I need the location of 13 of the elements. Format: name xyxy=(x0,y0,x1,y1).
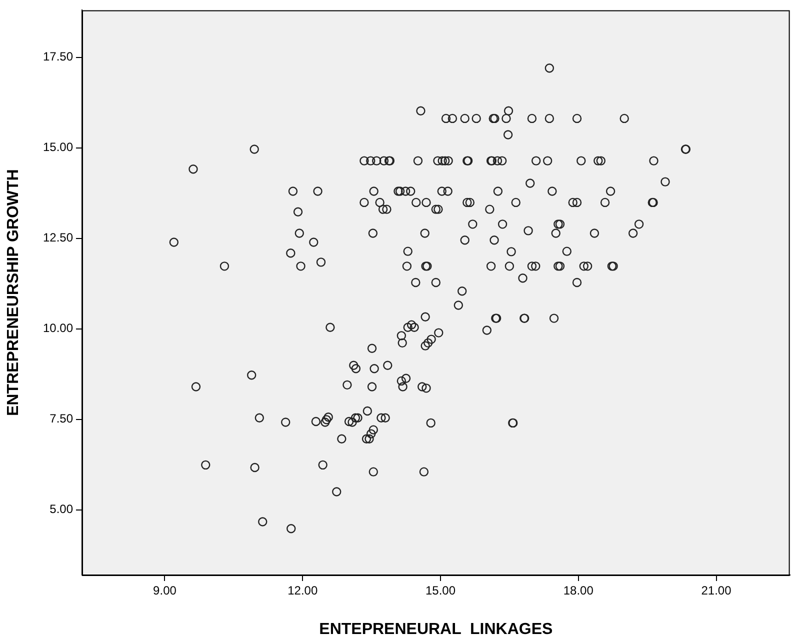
x-tick-label: 9.00 xyxy=(153,584,177,598)
y-tick-label: 5.00 xyxy=(50,502,74,516)
y-tick-label: 15.00 xyxy=(42,140,74,154)
y-tick-label: 17.50 xyxy=(42,50,74,64)
y-tick-label: 12.50 xyxy=(42,230,74,245)
y-axis-title: ENTREPRENEURSHIP GROWTH xyxy=(5,169,22,416)
x-tick-label: 21.00 xyxy=(701,584,732,598)
x-axis-title: ENTEPRENEURAL LINKAGES xyxy=(319,620,553,638)
x-tick-label: 18.00 xyxy=(563,584,594,598)
x-tick-label: 12.00 xyxy=(288,584,318,598)
y-tick-label: 10.00 xyxy=(42,321,74,336)
x-tick-label: 15.00 xyxy=(425,584,456,598)
y-tick-label: 7.50 xyxy=(50,412,74,426)
